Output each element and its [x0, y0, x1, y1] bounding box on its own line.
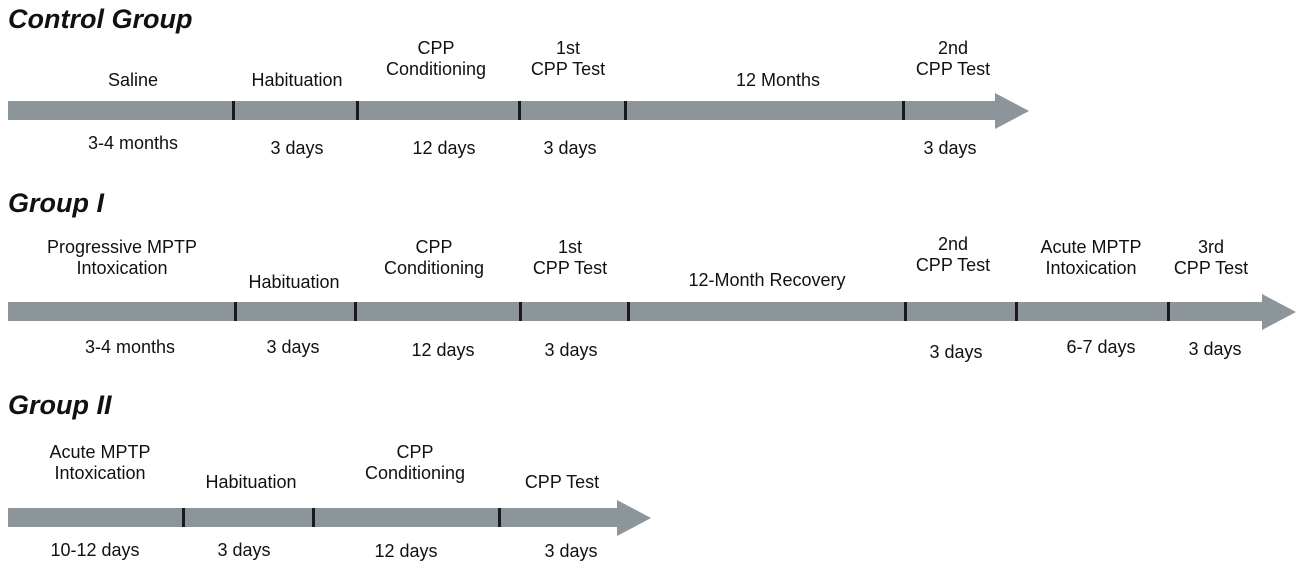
group-1-phase-0-label-line-1: Intoxication: [76, 258, 168, 278]
group-1-phase-7-label-line-1: CPP Test: [1173, 258, 1249, 278]
group-2-phase-1-label: Habituation: [205, 472, 296, 493]
group-0-phase-divider-2: [518, 101, 521, 120]
group-0-phase-3-label-line-1: CPP Test: [530, 59, 606, 79]
group-1-phase-2-label: CPP Conditioning: [384, 237, 484, 279]
group-0-phase-1-duration: 3 days: [270, 138, 324, 158]
group-0-phase-4-label: 12 Months: [736, 70, 820, 91]
group-1-phase-2-label-line-1: Conditioning: [383, 258, 485, 278]
group-0-phase-divider-0: [232, 101, 235, 120]
group-0-phase-5-label-line-0: 2nd: [937, 38, 969, 58]
group-0-phase-0-duration: 3-4 months: [87, 133, 179, 153]
group-1-phase-7-label-line-0: 3rd: [1197, 237, 1224, 257]
group-2-phase-3-label: CPP Test: [525, 472, 599, 493]
group-1-phase-5-label-line-0: 2nd: [937, 234, 969, 254]
group-2-phase-2-duration: 12 days: [374, 541, 438, 561]
group-1-phase-1-duration: 3 days: [266, 337, 320, 357]
group-0-phase-0-label-line-0: Saline: [107, 70, 159, 90]
group-2-phase-2-label-line-0: CPP: [396, 442, 434, 462]
group-0-phase-5-duration: 3 days: [923, 138, 977, 158]
group-0-phase-2-label-line-1: Conditioning: [385, 59, 487, 79]
group-1-phase-2-duration: 12 days: [411, 340, 475, 360]
group-1-phase-5-label: 2nd CPP Test: [916, 234, 990, 276]
group-0-phase-3-label-line-0: 1st: [555, 38, 580, 58]
group-2-phase-divider-0: [182, 508, 185, 527]
group-1-phase-7-duration: 3 days: [1188, 339, 1242, 359]
group-0-phase-2-label-line-0: CPP: [417, 38, 455, 58]
group-0-timeline-arrow-head: [995, 92, 1029, 129]
group-2-phase-2-label: CPP Conditioning: [365, 442, 465, 484]
group-0-phase-divider-3: [624, 101, 627, 120]
group-1-phase-5-duration: 3 days: [929, 342, 983, 362]
group-0-phase-2-label: CPP Conditioning: [386, 38, 486, 80]
group-1-phase-1-label: Habituation: [248, 272, 339, 293]
group-1-phase-divider-0: [234, 302, 237, 321]
group-2-timeline-arrow-head: [617, 499, 651, 536]
group-0-phase-5-label-line-1: CPP Test: [915, 59, 991, 79]
group-2-phase-0-duration: 10-12 days: [50, 540, 140, 560]
group-1-phase-3-label-line-1: CPP Test: [532, 258, 608, 278]
group-0-phase-2-duration: 12 days: [412, 138, 476, 158]
group-0-phase-3-duration: 3 days: [543, 138, 597, 158]
group-0-title: Control Group: [8, 4, 193, 34]
group-2-title: Group II: [8, 390, 112, 420]
group-2-phase-3-label-line-0: CPP Test: [524, 472, 600, 492]
group-1-phase-6-label: Acute MPTP Intoxication: [1040, 237, 1141, 279]
group-2-phase-0-label-line-1: Intoxication: [54, 463, 146, 483]
group-0-phase-1-label: Habituation: [251, 70, 342, 91]
group-1-phase-5-label-line-1: CPP Test: [915, 255, 991, 275]
group-1-phase-4-label-line-0: 12-Month Recovery: [688, 270, 846, 290]
group-2-phase-0-label: Acute MPTP Intoxication: [49, 442, 150, 484]
group-2-phase-divider-1: [312, 508, 315, 527]
group-0-phase-1-label-line-0: Habituation: [251, 70, 343, 90]
group-1-timeline-arrow-head: [1262, 293, 1296, 330]
group-1-phase-divider-1: [354, 302, 357, 321]
group-0-phase-4-label-line-0: 12 Months: [735, 70, 821, 90]
group-2-phase-1-duration: 3 days: [217, 540, 271, 560]
group-1-phase-3-label: 1st CPP Test: [533, 237, 607, 279]
group-1-phase-6-label-line-0: Acute MPTP: [1040, 237, 1142, 257]
group-0-phase-divider-4: [902, 101, 905, 120]
group-0-phase-5-label: 2nd CPP Test: [916, 38, 990, 80]
group-2-phase-1-label-line-0: Habituation: [205, 472, 297, 492]
group-1-phase-divider-4: [904, 302, 907, 321]
group-1-phase-3-label-line-0: 1st: [557, 237, 582, 257]
group-0-phase-3-label: 1st CPP Test: [531, 38, 605, 80]
group-2-phase-3-duration: 3 days: [544, 541, 598, 561]
group-1-phase-0-label-line-0: Progressive MPTP: [46, 237, 198, 257]
group-2-phase-2-label-line-1: Conditioning: [364, 463, 466, 483]
group-1-phase-0-duration: 3-4 months: [84, 337, 176, 357]
group-0-phase-divider-1: [356, 101, 359, 120]
group-0-phase-0-label: Saline: [108, 70, 158, 91]
group-1-phase-6-label-line-1: Intoxication: [1045, 258, 1137, 278]
group-1-phase-2-label-line-0: CPP: [415, 237, 453, 257]
group-1-phase-divider-3: [627, 302, 630, 321]
group-1-phase-divider-6: [1167, 302, 1170, 321]
group-2-phase-0-label-line-0: Acute MPTP: [49, 442, 151, 462]
group-1-phase-divider-2: [519, 302, 522, 321]
group-1-phase-4-label: 12-Month Recovery: [688, 270, 845, 291]
group-1-phase-3-duration: 3 days: [544, 340, 598, 360]
group-1-phase-1-label-line-0: Habituation: [248, 272, 340, 292]
group-1-phase-6-duration: 6-7 days: [1066, 337, 1136, 357]
group-1-phase-0-label: Progressive MPTP Intoxication: [47, 237, 197, 279]
group-0-timeline-arrow-shaft: [8, 101, 995, 120]
group-1-phase-7-label: 3rd CPP Test: [1174, 237, 1248, 279]
group-1-title: Group I: [8, 188, 104, 218]
group-2-phase-divider-2: [498, 508, 501, 527]
group-1-timeline-arrow-shaft: [8, 302, 1262, 321]
group-1-phase-divider-5: [1015, 302, 1018, 321]
